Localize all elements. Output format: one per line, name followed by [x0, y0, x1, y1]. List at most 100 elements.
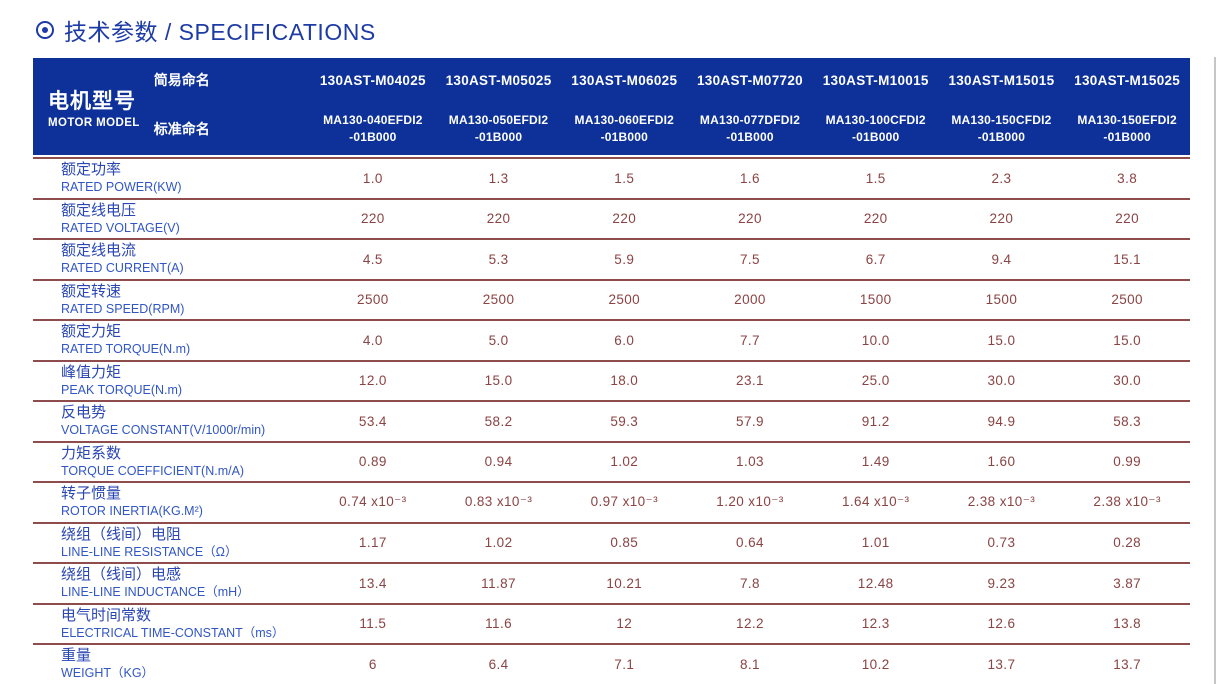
- spec-value: 7.8: [740, 575, 760, 591]
- row-label-en: LINE-LINE INDUCTANCE（mH）: [61, 585, 250, 600]
- spec-value: 0.28: [1113, 535, 1142, 551]
- spec-value: 12.0: [358, 373, 387, 389]
- row-label-zh: 额定线电压: [61, 201, 137, 219]
- spec-value: 1.03: [736, 454, 764, 470]
- spec-value: 220: [360, 211, 385, 227]
- row-label: 反电势 VOLTAGE CONSTANT(V/1000r/min): [33, 402, 310, 441]
- spec-value: 11.5: [359, 616, 387, 632]
- row-label-zh: 力矩系数: [61, 444, 122, 462]
- page-title: 技术参数 / SPECIFICATIONS: [64, 19, 376, 45]
- row-label-zh: 额定功率: [61, 161, 122, 179]
- spec-value: 1.01: [861, 535, 890, 551]
- model-standard-name-line2: -01B000: [851, 129, 900, 144]
- model-standard-name: MA130-040EFDI2 -01B000: [310, 102, 436, 155]
- row-label-en: PEAK TORQUE(N.m): [61, 382, 183, 397]
- spec-value: 0.97 x10⁻³: [590, 494, 658, 510]
- spec-value: 220: [989, 211, 1014, 227]
- spec-value: 10.0: [861, 332, 890, 348]
- row-label-en: TORQUE COEFFICIENT(N.m/A): [61, 463, 245, 478]
- spec-value: 12.2: [736, 616, 764, 632]
- table-row: 重量 WEIGHT（KG） 6 6.4 7.1 8.1 10.2 13.7 13.7: [33, 643, 1190, 684]
- model-standard-name: MA130-150EFDI2 -01B000: [1064, 102, 1190, 155]
- spec-value: 2.3: [991, 170, 1012, 186]
- table-row: 额定力矩 RATED TORQUE(N.m) 4.0 5.0 6.0 7.7 10.0 1…: [33, 319, 1190, 360]
- spec-value: 3.8: [1117, 170, 1138, 186]
- spec-value: 1.5: [614, 170, 635, 186]
- model-column-header: 130AST-M15025 MA130-150EFDI2 -01B000: [1064, 58, 1190, 155]
- spec-value: 220: [486, 211, 511, 227]
- spec-value: 9.23: [987, 575, 1016, 591]
- spec-value: 13.8: [1113, 616, 1142, 632]
- model-standard-name-line1: MA130-100CFDI2: [825, 112, 926, 127]
- model-simple-name: 130AST-M15025: [1074, 72, 1181, 88]
- spec-value: 0.83 x10⁻³: [464, 494, 533, 510]
- standard-name-label: 标准命名: [153, 120, 210, 137]
- spec-value: 0.85: [610, 535, 639, 551]
- spec-value: 1.60: [987, 454, 1016, 470]
- row-label-zh: 绕组（线间）电感: [61, 566, 182, 584]
- table-row: 电气时间常数 ELECTRICAL TIME-CONSTANT（ms） 11.5…: [33, 602, 1190, 644]
- specifications-table: 电机型号 MOTOR MODEL 简易命名 标准命名 130AST-M04025…: [33, 58, 1190, 684]
- table-row: 绕组（线间）电阻 LINE-LINE RESISTANCE（Ω） 1.17 1.0…: [33, 521, 1190, 563]
- spec-value: 30.0: [1113, 373, 1142, 389]
- spec-value: 9.4: [991, 251, 1012, 267]
- model-standard-name-line2: -01B000: [1103, 129, 1151, 144]
- model-standard-name-line2: -01B000: [600, 129, 648, 144]
- table-row: 反电势 VOLTAGE CONSTANT(V/1000r/min) 53.4 58…: [33, 400, 1190, 441]
- row-label-zh: 反电势: [61, 404, 107, 422]
- model-standard-name: MA130-100CFDI2 -01B000: [813, 102, 939, 155]
- table-row: 额定线电流 RATED CURRENT(A) 4.5 5.3 5.9 7.5 6.7 9.…: [33, 238, 1190, 279]
- spec-value: 12.3: [861, 616, 890, 632]
- row-label-en: RATED CURRENT(A): [61, 261, 184, 276]
- spec-value: 12: [616, 616, 633, 632]
- spec-value: 2500: [608, 292, 641, 308]
- row-label: 峰值力矩 PEAK TORQUE(N.m): [33, 362, 310, 401]
- spec-value: 0.74 x10⁻³: [339, 494, 407, 510]
- spec-value: 13.7: [987, 656, 1016, 672]
- spec-value: 94.9: [987, 413, 1016, 429]
- row-label: 额定转速 RATED SPEED(RPM): [33, 281, 310, 320]
- model-column-header: 130AST-M06025 MA130-060EFDI2 -01B000: [561, 58, 687, 155]
- spec-value: 11.6: [485, 616, 512, 632]
- row-label: 力矩系数 TORQUE COEFFICIENT(N.m/A): [33, 443, 310, 482]
- row-label-en: LINE-LINE RESISTANCE（Ω）: [61, 544, 238, 559]
- model-column-header: 130AST-M05025 MA130-050EFDI2 -01B000: [436, 58, 562, 155]
- table-row: 额定线电压 RATED VOLTAGE(V) 220 220 220 220 220 22…: [33, 197, 1190, 239]
- spec-value: 10.21: [606, 575, 643, 591]
- spec-value: 4.5: [362, 251, 383, 267]
- row-label-en: RATED TORQUE(N.m): [61, 342, 191, 357]
- row-label-zh: 额定转速: [61, 282, 122, 300]
- model-standard-name: MA130-050EFDI2 -01B000: [436, 102, 562, 155]
- model-simple-name: 130AST-M15015: [948, 72, 1055, 88]
- spec-value: 0.89: [358, 454, 387, 470]
- spec-value: 0.64: [736, 535, 764, 551]
- spec-value: 15.0: [987, 332, 1016, 348]
- row-label-en: VOLTAGE CONSTANT(V/1000r/min): [61, 423, 266, 438]
- spec-value: 18.0: [610, 373, 639, 389]
- simple-name-label: 简易命名: [153, 72, 210, 88]
- motor-model-label-en: MOTOR MODEL: [48, 116, 140, 129]
- model-column-header: 130AST-M07720 MA130-077DFDI2 -01B000: [687, 58, 813, 155]
- spec-value: 57.9: [736, 413, 764, 429]
- model-standard-name-line2: -01B000: [349, 129, 397, 144]
- model-standard-name-line2: -01B000: [977, 129, 1026, 144]
- row-label: 额定线电流 RATED CURRENT(A): [33, 240, 310, 279]
- row-label-zh: 电气时间常数: [61, 606, 152, 624]
- row-label-zh: 额定线电流: [61, 242, 137, 260]
- row-label: 额定力矩 RATED TORQUE(N.m): [33, 321, 310, 360]
- row-label-zh: 重量: [61, 647, 92, 665]
- spec-value: 1.17: [358, 535, 387, 551]
- spec-value: 220: [612, 211, 637, 227]
- spec-value: 4.0: [362, 332, 383, 348]
- spec-value: 8.1: [740, 656, 760, 672]
- model-standard-name-line1: MA130-150EFDI2: [1077, 112, 1177, 127]
- spec-value: 13.7: [1113, 656, 1142, 672]
- model-column-header: 130AST-M15015 MA130-150CFDI2 -01B000: [939, 58, 1065, 155]
- spec-value: 2500: [482, 292, 515, 308]
- bullseye-icon: [36, 21, 54, 39]
- model-column-header: 130AST-M04025 MA130-040EFDI2 -01B000: [310, 58, 436, 155]
- spec-value: 5.0: [488, 332, 509, 348]
- spec-value: 7.5: [740, 251, 760, 267]
- model-standard-name: MA130-150CFDI2 -01B000: [939, 102, 1065, 155]
- spec-value: 2.38 x10⁻³: [967, 494, 1036, 510]
